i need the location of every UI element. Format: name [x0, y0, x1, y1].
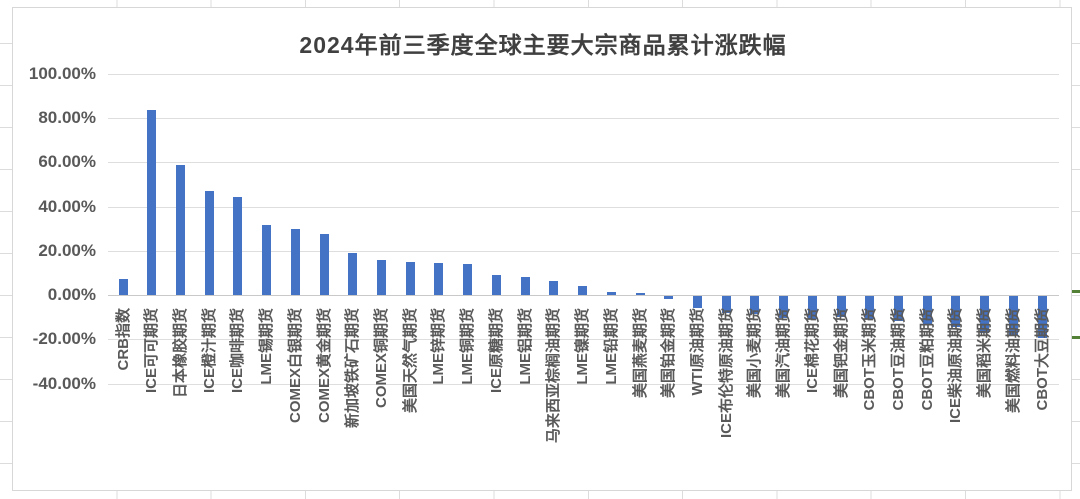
- y-tick-label: 20.00%: [38, 240, 96, 260]
- x-category-label: ICE橙汁期货: [200, 308, 218, 394]
- bar-ICE咖啡期货[interactable]: [233, 197, 243, 295]
- bar-美国燃料油期货[interactable]: [1008, 296, 1018, 335]
- chart-frame[interactable]: 2024年前三季度全球主要大宗商品累计涨跌幅 100.00% 80.00% 60.0…: [12, 7, 1072, 491]
- y-gridline: [108, 162, 1059, 164]
- bar-ICE棉花期货[interactable]: [807, 296, 817, 320]
- bar-LME锡期货[interactable]: [262, 224, 272, 295]
- x-category-label: 美国铂金期货: [660, 308, 678, 399]
- y-gridline: [108, 117, 1059, 119]
- bar-美国汽油期货[interactable]: [779, 296, 789, 318]
- x-category-label: CBOT豆油期货: [889, 308, 907, 411]
- x-category-label: ICE棉花期货: [803, 308, 821, 394]
- bar-马来西亚棕榈油期货[interactable]: [549, 281, 559, 295]
- x-category-label: 马来西亚棕榈油期货: [545, 308, 563, 444]
- x-category-label: 新加坡铁矿石期货: [344, 308, 362, 429]
- x-category-label: LME镍期货: [574, 308, 591, 385]
- y-tick-label: 100.00%: [28, 63, 96, 83]
- y-tick-label: 80.00%: [38, 107, 96, 127]
- bar-美国燕麦期货[interactable]: [635, 293, 645, 295]
- bar-COMEX白银期货[interactable]: [290, 229, 300, 295]
- bar-CBOT玉米期货[interactable]: [865, 296, 875, 319]
- x-category-label: LME铝期货: [516, 308, 534, 385]
- x-category-label: LME锌期货: [430, 308, 448, 385]
- bar-美国钯金期货[interactable]: [836, 296, 846, 318]
- bar-CBOT豆油期货[interactable]: [893, 296, 903, 322]
- bar-LME镍期货[interactable]: [578, 285, 587, 295]
- x-category-label: CBOT豆粕期货: [918, 308, 936, 411]
- x-category-label: CBOT玉米期货: [861, 308, 879, 411]
- bar-CBOT大豆期货[interactable]: [1037, 296, 1047, 339]
- bar-CRB指数[interactable]: [118, 279, 128, 295]
- x-category-label: 美国燕麦期货: [631, 308, 649, 399]
- x-category-label: 美国钯金期货: [832, 308, 850, 399]
- y-gridline: [108, 339, 1059, 341]
- x-category-label: CBOT大豆期货: [1033, 308, 1051, 411]
- x-category-label: COMEX白银期货: [286, 308, 304, 424]
- x-category-label: LME铅期货: [602, 308, 620, 385]
- y-tick-label: 60.00%: [38, 152, 96, 172]
- bar-CBOT豆粕期货[interactable]: [922, 296, 932, 324]
- x-category-label: WTI原油期货: [688, 308, 706, 396]
- bar-美国天然气期货[interactable]: [405, 262, 415, 295]
- x-category-label: COMEX黄金期货: [315, 308, 333, 424]
- bar-LME铅期货[interactable]: [606, 291, 616, 295]
- chart-title[interactable]: 2024年前三季度全球主要大宗商品累计涨跌幅: [299, 32, 787, 58]
- sheet-green-marker: [1072, 336, 1080, 339]
- x-category-label: COMEX铜期货: [373, 308, 390, 409]
- bar-ICE柴油原油期货[interactable]: [951, 296, 961, 327]
- bar-COMEX黄金期货[interactable]: [319, 234, 329, 295]
- bar-ICE布伦特原油期货[interactable]: [721, 296, 731, 313]
- x-category-label: 美国天然气期货: [401, 308, 419, 414]
- x-category-label: 美国稻米期货: [976, 308, 994, 399]
- bar-美国铂金期货[interactable]: [664, 296, 674, 300]
- x-axis-line: [108, 295, 1059, 296]
- x-category-label: ICE原糖期货: [487, 308, 505, 394]
- sheet-green-marker: [1072, 290, 1080, 293]
- bar-ICE原糖期货[interactable]: [491, 275, 501, 295]
- bar-ICE橙汁期货[interactable]: [204, 191, 214, 295]
- bar-美国小麦期货[interactable]: [750, 296, 760, 314]
- bar-LME铜期货[interactable]: [463, 264, 473, 295]
- x-category-label: 美国燃料油期货: [1004, 308, 1022, 414]
- x-category-label: 日本橡胶期货: [171, 308, 189, 399]
- y-gridline: [108, 383, 1059, 385]
- bar-美国稻米期货[interactable]: [980, 296, 990, 333]
- y-tick-label: 40.00%: [38, 196, 96, 216]
- bar-日本橡胶期货[interactable]: [175, 164, 185, 295]
- y-gridline: [108, 250, 1059, 252]
- bar-COMEX铜期货[interactable]: [377, 259, 386, 295]
- x-category-label: 美国小麦期货: [746, 308, 764, 399]
- bar-新加坡铁矿石期货[interactable]: [348, 253, 358, 295]
- bar-LME铝期货[interactable]: [520, 277, 530, 295]
- y-tick-label: 0.00%: [47, 285, 96, 304]
- bar-LME锌期货[interactable]: [434, 262, 444, 295]
- y-tick-label: -20.00%: [32, 329, 96, 349]
- y-gridline: [108, 206, 1059, 208]
- x-category-label: 美国汽油期货: [775, 308, 793, 399]
- bar-ICE可可期货[interactable]: [147, 110, 157, 295]
- x-category-label: LME铜期货: [459, 308, 477, 385]
- x-category-label: CRB指数: [114, 308, 132, 371]
- x-category-label: ICE咖啡期货: [229, 308, 247, 394]
- y-gridline: [108, 73, 1059, 75]
- x-category-label: LME锡期货: [258, 308, 276, 385]
- bar-WTI原油期货[interactable]: [692, 296, 702, 308]
- x-category-label: ICE柴油原油期货: [947, 308, 965, 424]
- y-tick-label: -40.00%: [32, 373, 96, 393]
- x-category-label: ICE可可期货: [143, 308, 161, 394]
- x-category-label: ICE布伦特原油期货: [717, 308, 735, 439]
